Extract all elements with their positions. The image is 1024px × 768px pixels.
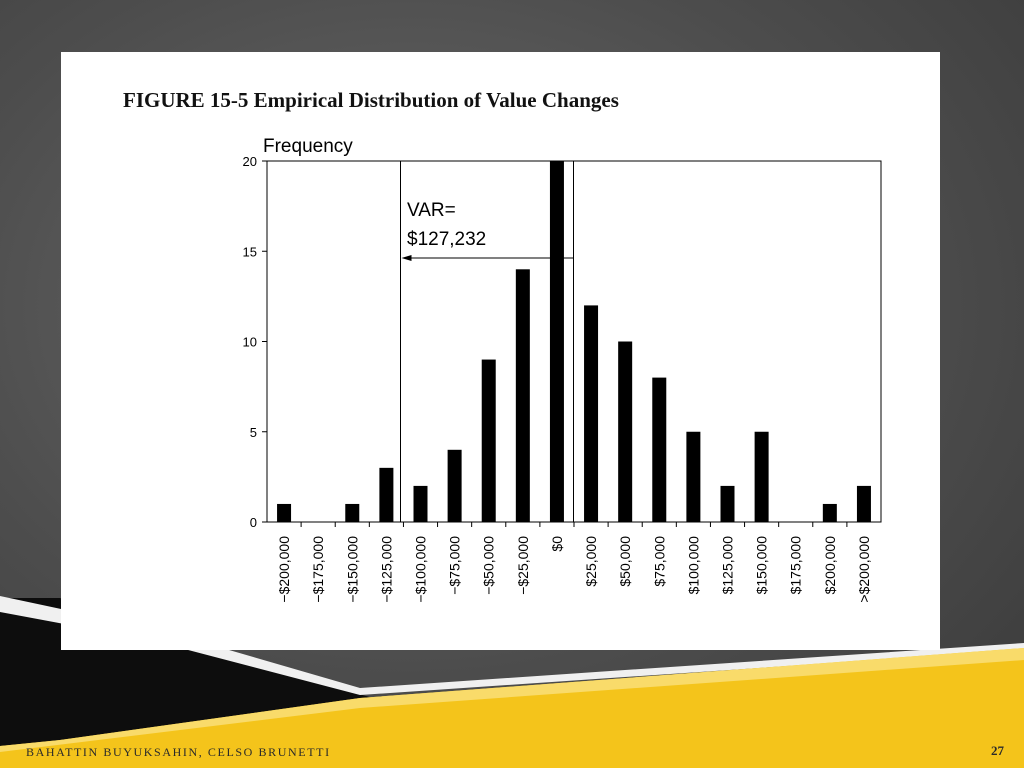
var-annotation-label: VAR= — [407, 200, 456, 221]
x-tick-label: >$200,000 — [856, 536, 872, 603]
histogram-bar — [515, 269, 530, 522]
figure-panel: FIGURE 15-5 Empirical Distribution of Va… — [61, 52, 940, 650]
x-tick-label: −$150,000 — [344, 536, 360, 603]
var-arrow-head — [401, 255, 412, 261]
y-tick-label: 0 — [250, 515, 257, 530]
histogram-bar — [618, 341, 633, 522]
histogram-bar — [584, 305, 599, 522]
histogram-bar — [447, 449, 462, 522]
y-tick-label: 5 — [250, 425, 257, 440]
x-tick-label: $125,000 — [720, 536, 736, 595]
histogram-bar — [652, 377, 667, 522]
x-tick-label: $25,000 — [583, 536, 599, 587]
histogram-bar — [379, 467, 394, 522]
histogram-bar — [822, 503, 837, 522]
histogram-bar — [277, 503, 292, 522]
footer-author: BAHATTIN BUYUKSAHIN, CELSO BRUNETTI — [26, 745, 331, 759]
x-tick-label: $200,000 — [822, 536, 838, 595]
histogram-bar — [549, 161, 564, 522]
histogram-bar — [720, 485, 735, 522]
x-tick-label: −$50,000 — [481, 536, 497, 595]
histogram-bar — [481, 359, 496, 522]
x-tick-label: $100,000 — [685, 536, 701, 595]
y-tick-label: 20 — [243, 154, 257, 169]
page-number: 27 — [991, 743, 1004, 758]
y-tick-label: 15 — [243, 244, 257, 259]
x-tick-label: −$100,000 — [413, 536, 429, 603]
x-tick-label: −$175,000 — [310, 536, 326, 603]
x-tick-label: −$25,000 — [515, 536, 531, 595]
x-tick-label: −$125,000 — [378, 536, 394, 603]
figure-title: FIGURE 15-5 Empirical Distribution of Va… — [123, 88, 619, 112]
y-axis-label: Frequency — [263, 136, 353, 157]
histogram-bar — [413, 485, 428, 522]
var-annotation-value: $127,232 — [407, 229, 486, 250]
x-tick-label: $0 — [549, 536, 565, 552]
x-tick-label: $150,000 — [754, 536, 770, 595]
y-tick-label: 10 — [243, 335, 257, 350]
x-tick-label: −$75,000 — [447, 536, 463, 595]
x-tick-label: $50,000 — [617, 536, 633, 587]
histogram-bar — [345, 503, 360, 522]
x-tick-label: −$200,000 — [276, 536, 292, 603]
histogram-bar — [686, 431, 701, 522]
x-tick-label: $75,000 — [651, 536, 667, 587]
histogram-bar — [856, 485, 871, 522]
yellow-highlight — [0, 648, 1024, 752]
histogram-chart: 0 5 10 15 20 Frequency −$200,000 −$175,000 −$150… — [243, 136, 882, 603]
x-tick-label: $175,000 — [788, 536, 804, 595]
histogram-bar — [754, 431, 769, 522]
